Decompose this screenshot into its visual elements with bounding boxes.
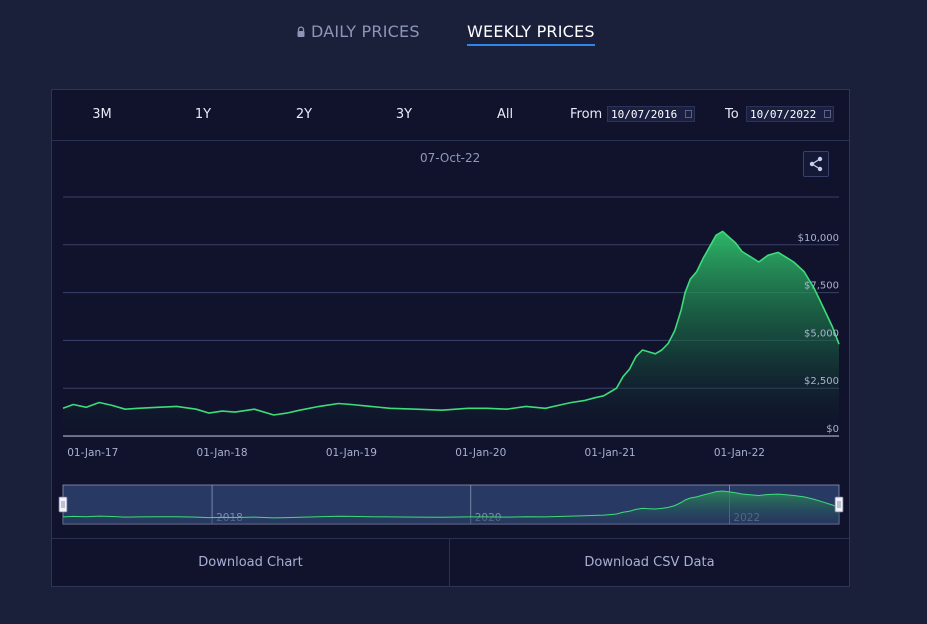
to-date-value: 10/07/2022	[750, 108, 817, 121]
tab-daily-label: DAILY PRICES	[311, 22, 420, 41]
y-tick-label: $10,000	[798, 233, 839, 244]
y-tick-label: $7,500	[804, 281, 839, 292]
hover-date-label: 07-Oct-22	[420, 151, 481, 165]
y-tick-label: $2,500	[804, 376, 839, 387]
download-csv-button[interactable]: Download CSV Data	[584, 555, 715, 570]
from-label: From	[570, 107, 603, 122]
calendar-icon[interactable]	[824, 110, 831, 118]
navigator-area	[63, 491, 839, 524]
share-button[interactable]	[803, 151, 829, 177]
range-1y-button[interactable]: 1Y	[194, 107, 212, 122]
price-line	[62, 230, 840, 416]
y-tick-label: $0	[826, 424, 839, 435]
x-tick-label: 01-Jan-20	[455, 447, 506, 459]
range-toolbar: 3M 1Y 2Y 3Y All From 10/07/2016 To 10/07…	[52, 90, 849, 141]
x-tick-label: 01-Jan-19	[326, 447, 377, 459]
x-tick-label: 01-Jan-17	[67, 447, 118, 459]
navigator-left-handle[interactable]	[58, 496, 68, 513]
from-date-input[interactable]: 10/07/2016	[607, 106, 695, 122]
range-3y-button[interactable]: 3Y	[395, 107, 413, 122]
to-label: To	[725, 107, 739, 122]
to-date-input[interactable]: 10/07/2022	[746, 106, 834, 122]
x-tick-label: 01-Jan-18	[197, 447, 248, 459]
download-footer: Download Chart Download CSV Data	[52, 538, 849, 587]
calendar-icon[interactable]	[685, 110, 692, 118]
lock-icon	[297, 26, 305, 37]
price-tabs: DAILY PRICES WEEKLY PRICES	[0, 22, 927, 52]
tab-weekly-prices[interactable]: WEEKLY PRICES	[467, 22, 595, 46]
y-tick-label: $5,000	[804, 328, 839, 339]
price-area-fill	[63, 231, 839, 436]
chart-area: 07-Oct-22	[52, 141, 849, 536]
navigator-line	[62, 490, 840, 519]
x-tick-label: 01-Jan-21	[585, 447, 636, 459]
download-chart-button[interactable]: Download Chart	[52, 539, 450, 587]
tab-weekly-label: WEEKLY PRICES	[467, 22, 595, 41]
from-date-value: 10/07/2016	[611, 108, 678, 121]
x-tick-label: 01-Jan-22	[714, 447, 765, 459]
active-tab-underline	[467, 44, 595, 46]
range-2y-button[interactable]: 2Y	[295, 107, 313, 122]
range-all-button[interactable]: All	[496, 107, 514, 122]
chart-panel: 3M 1Y 2Y 3Y All From 10/07/2016 To 10/07…	[51, 89, 850, 587]
price-chart[interactable]: $0 $2,500 $5,000 $7,500 $10,000 01-Jan-17 01-…	[52, 141, 849, 536]
navigator-right-handle[interactable]	[834, 496, 844, 513]
range-3m-button[interactable]: 3M	[92, 107, 112, 122]
share-icon	[809, 156, 823, 172]
tab-daily-prices[interactable]: DAILY PRICES	[295, 22, 420, 41]
